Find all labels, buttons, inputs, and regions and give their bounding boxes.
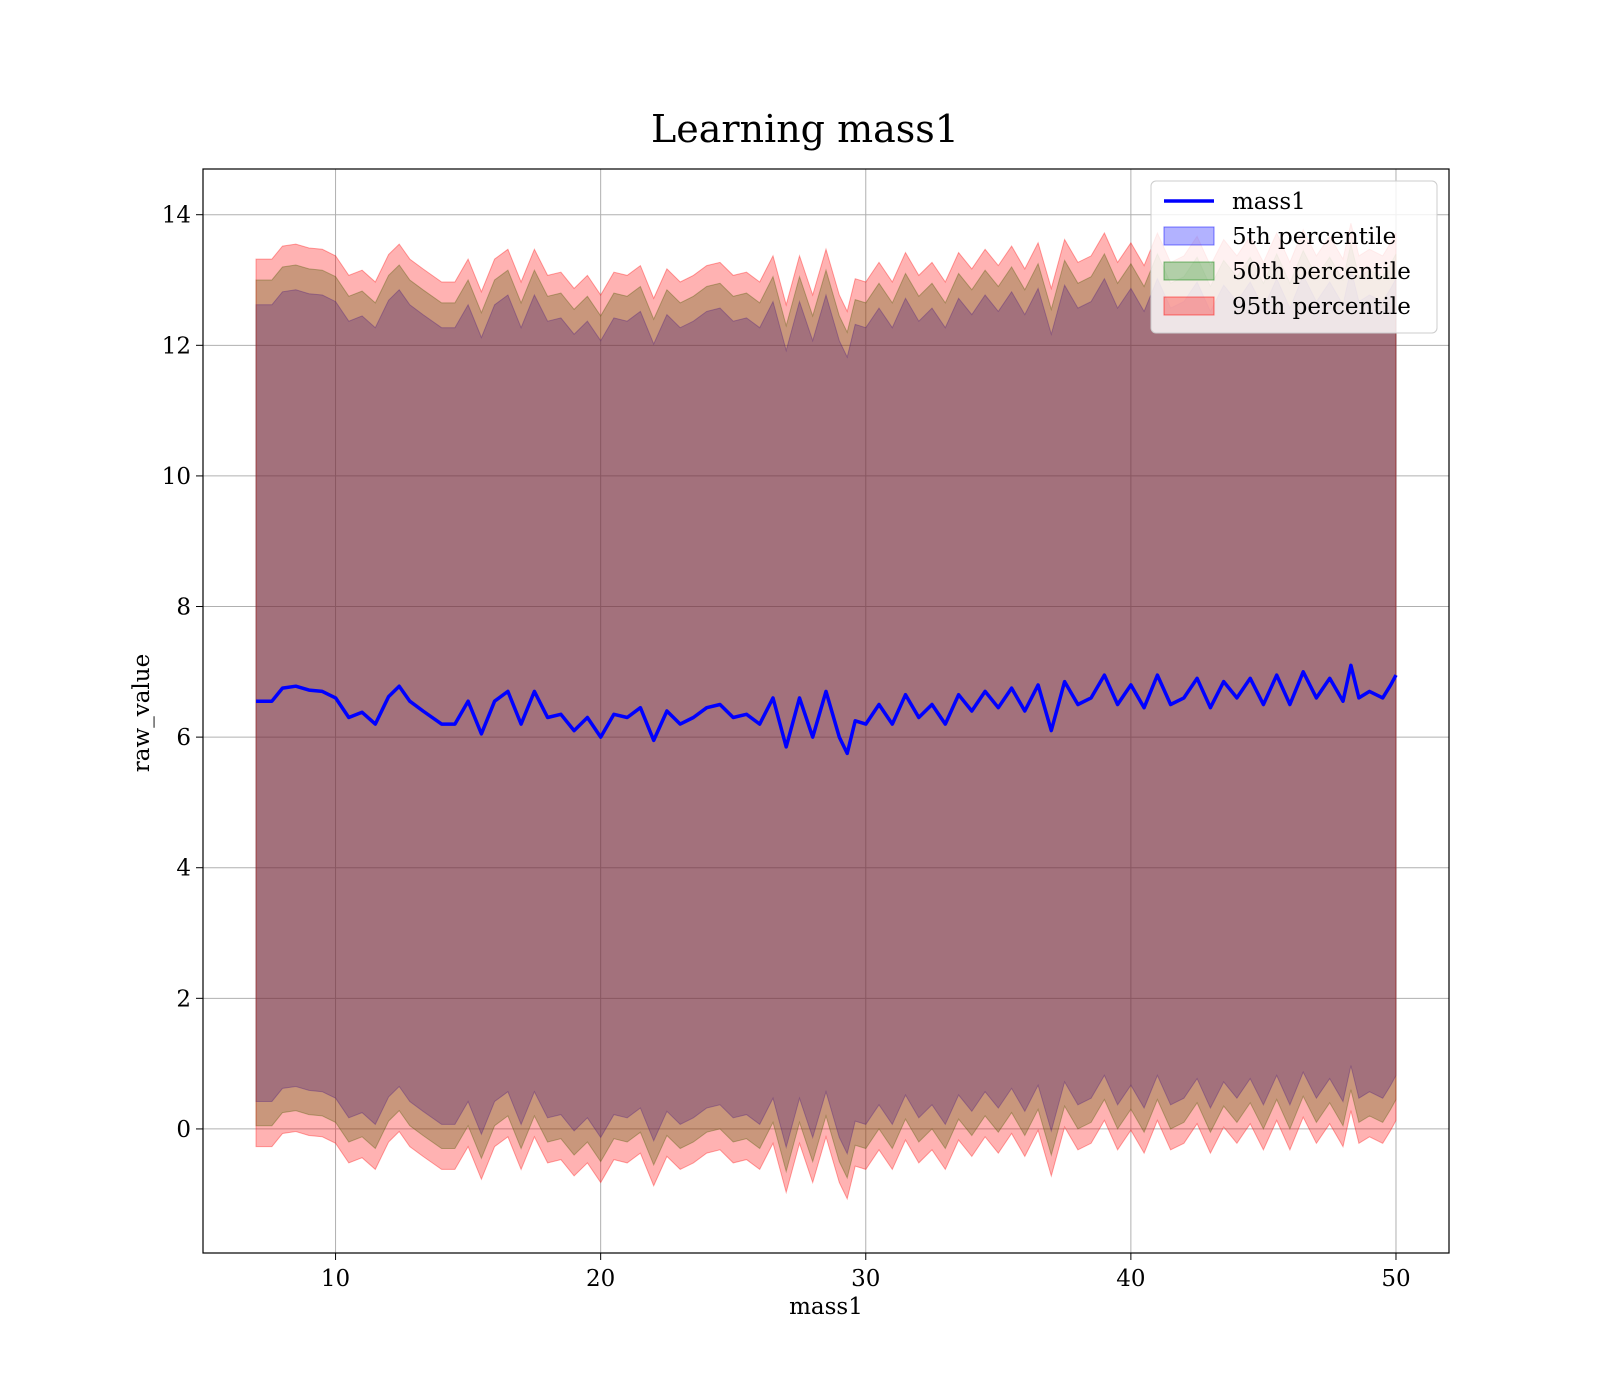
legend-box xyxy=(1150,180,1438,334)
x-tick-label: 20 xyxy=(586,1266,615,1292)
y-axis-label: raw_value xyxy=(129,654,155,772)
x-axis-label: mass1 xyxy=(789,1294,863,1320)
chart-title: Learning mass1 xyxy=(651,107,959,151)
band-50th-percentile xyxy=(255,243,1397,1180)
x-tick-label: 10 xyxy=(321,1266,350,1292)
y-tick-label: 12 xyxy=(162,333,191,359)
plot-frame xyxy=(202,168,1450,1254)
legend-label: mass1 xyxy=(1232,189,1306,215)
grid-layer xyxy=(203,169,1449,1253)
band-5th-percentile xyxy=(255,268,1397,1156)
percentile-bands xyxy=(255,223,1397,1201)
legend-swatch-band xyxy=(1163,296,1215,316)
x-tick-label: 30 xyxy=(851,1266,880,1292)
y-tick-label: 0 xyxy=(176,1117,191,1143)
x-tick-label: 40 xyxy=(1116,1266,1145,1292)
legend-label: 95th percentile xyxy=(1232,294,1411,320)
series-lines xyxy=(256,663,1398,756)
series-line-mass1 xyxy=(256,663,1398,756)
legend-swatch-band xyxy=(1163,226,1215,246)
y-tick-label: 4 xyxy=(176,856,191,882)
band-95th-percentile xyxy=(255,223,1397,1201)
x-tick-label: 50 xyxy=(1381,1266,1410,1292)
legend: mass1 5th percentile 50th percentile 95th p… xyxy=(1150,180,1438,334)
y-tick-label: 2 xyxy=(176,986,191,1012)
y-tick-label: 14 xyxy=(162,203,191,229)
y-tick-label: 6 xyxy=(176,725,191,751)
legend-label: 50th percentile xyxy=(1232,259,1411,285)
y-tick-label: 8 xyxy=(176,595,191,621)
legend-swatch-band xyxy=(1163,261,1215,281)
legend-label: 5th percentile xyxy=(1232,224,1396,250)
y-tick-label: 10 xyxy=(162,464,191,490)
axes: 10 20 30 40 50 0 2 4 6 8 10 12 14 xyxy=(162,203,1411,1292)
